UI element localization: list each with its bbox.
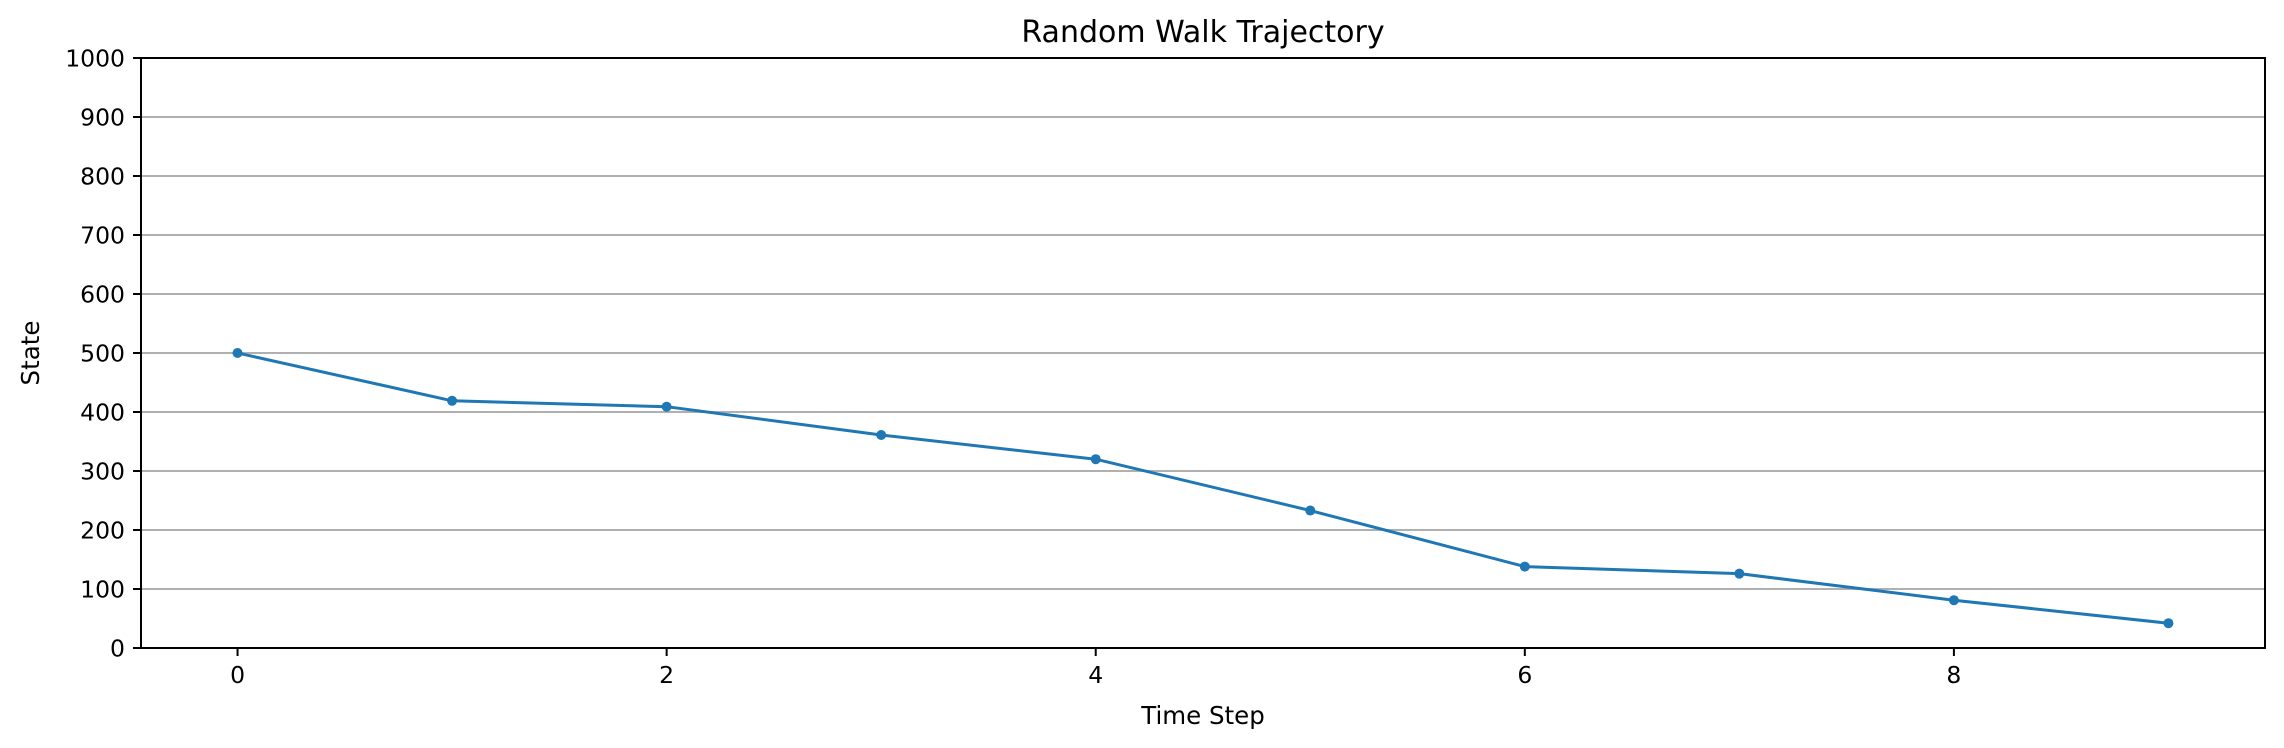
x-axis-label: Time Step	[1140, 701, 1265, 730]
y-tick-label: 500	[80, 340, 125, 368]
data-point	[661, 401, 672, 412]
data-point	[1519, 561, 1530, 572]
data-point	[2163, 618, 2174, 629]
x-tick-label: 8	[1946, 661, 1961, 689]
data-point	[1090, 454, 1101, 465]
data-point	[232, 348, 243, 358]
x-tick-label: 0	[230, 661, 245, 689]
data-point	[1948, 595, 1959, 606]
data-point	[1734, 568, 1745, 579]
y-tick-label: 400	[80, 399, 125, 427]
y-tick-label: 200	[80, 517, 125, 545]
y-tick-label: 300	[80, 458, 125, 486]
chart-title: Random Walk Trajectory	[1021, 15, 1384, 50]
data-point	[447, 395, 458, 406]
y-tick-label: 1000	[65, 45, 125, 73]
y-axis-ticks: 0 100 200 300 400 500 600 700 800 900 1000	[65, 45, 141, 663]
y-tick-label: 100	[80, 576, 125, 604]
x-tick-label: 4	[1088, 661, 1103, 689]
data-point	[1305, 505, 1316, 516]
series-line	[235, 351, 2171, 625]
y-tick-label: 800	[80, 163, 125, 191]
x-axis-ticks: 0 2 4 6 8	[230, 648, 1961, 689]
y-axis-label: State	[16, 321, 45, 386]
y-tick-label: 900	[80, 104, 125, 132]
x-tick-label: 6	[1517, 661, 1532, 689]
series-layer	[232, 348, 2174, 629]
y-tick-label: 600	[80, 281, 125, 309]
x-tick-label: 2	[659, 661, 674, 689]
data-point	[876, 430, 887, 441]
y-tick-label: 700	[80, 222, 125, 250]
y-tick-label: 0	[110, 635, 125, 663]
